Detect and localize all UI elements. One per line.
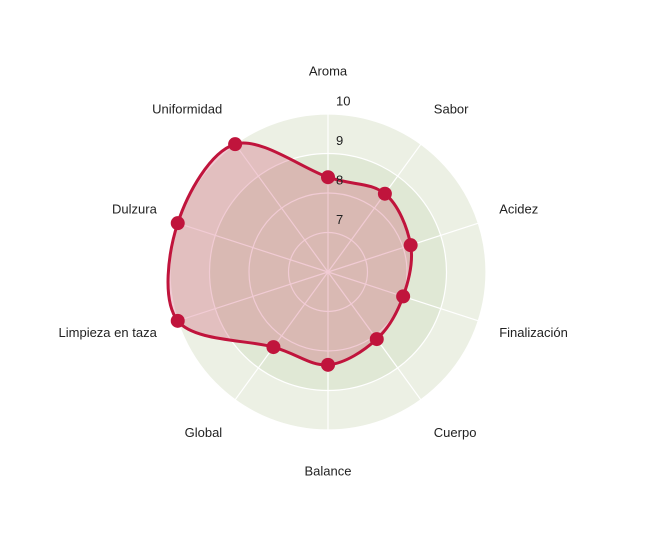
grid-spoke [177, 222, 329, 273]
grid-spoke [327, 222, 479, 273]
radar-point [170, 216, 185, 231]
category-label: Sabor [434, 102, 469, 117]
radar-point [321, 170, 335, 185]
r-tick-label: 10 [336, 93, 350, 108]
category-label: Uniformidad [152, 102, 222, 117]
radar-point [369, 332, 384, 347]
grid-spoke [177, 271, 329, 322]
category-label: Cuerpo [434, 425, 477, 440]
radar-point [266, 340, 281, 355]
r-tick-label: 8 [336, 172, 343, 187]
category-label: Global [185, 425, 223, 440]
radar-point [170, 313, 185, 328]
category-label: Aroma [309, 63, 348, 78]
r-tick-label: 9 [336, 133, 343, 148]
radar-point [396, 289, 411, 304]
grid-spoke [234, 143, 329, 273]
grid-spoke [327, 143, 422, 273]
category-label: Finalización [499, 325, 568, 340]
category-label: Balance [305, 463, 352, 478]
category-label: Limpieza en taza [59, 325, 158, 340]
category-label: Dulzura [112, 202, 158, 217]
r-tick-label: 7 [336, 212, 343, 227]
grid-spoke [234, 271, 329, 401]
radar-point [377, 186, 392, 201]
radar-point [321, 357, 335, 372]
category-label: Acidez [499, 202, 538, 217]
radar-point [228, 137, 243, 152]
radar-point [403, 238, 418, 253]
